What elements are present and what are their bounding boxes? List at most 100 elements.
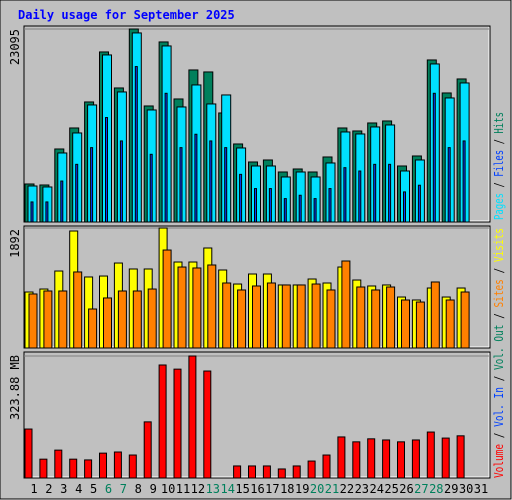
- x-tick-label: 22: [340, 482, 354, 496]
- legend: Pages / Files / Hits: [492, 112, 506, 220]
- legend-entry: Pages: [492, 193, 506, 220]
- legend-entry: Visits: [492, 228, 506, 262]
- bar: [248, 465, 256, 479]
- bar: [39, 458, 48, 479]
- bar: [207, 264, 217, 349]
- bar: [411, 439, 420, 479]
- y-tick-label: 1892: [8, 229, 22, 258]
- bar: [69, 458, 78, 479]
- bar: [105, 117, 108, 223]
- legend-entry: Volume: [492, 444, 506, 478]
- x-tick-label: 5: [90, 482, 97, 496]
- bar: [75, 163, 79, 223]
- bar: [447, 147, 451, 223]
- legend-separator: /: [492, 370, 506, 387]
- legend-separator: /: [492, 308, 506, 325]
- bar: [337, 436, 346, 479]
- bar: [252, 285, 261, 349]
- x-tick-label: 2: [45, 482, 52, 496]
- x-tick-label: 31: [474, 482, 488, 496]
- x-tick-label: 12: [191, 482, 205, 496]
- bar: [239, 173, 243, 223]
- bar: [386, 286, 396, 349]
- x-tick-label: 21: [325, 482, 339, 496]
- bar: [322, 454, 331, 479]
- bar: [158, 364, 167, 479]
- x-tick-label: 16: [250, 482, 264, 496]
- x-tick-label: 8: [135, 482, 142, 496]
- bar: [298, 194, 302, 223]
- bar: [28, 293, 38, 349]
- bar: [311, 283, 321, 349]
- bar: [283, 198, 287, 223]
- bar: [103, 297, 112, 349]
- legend-separator: /: [492, 262, 506, 279]
- bar: [403, 191, 406, 223]
- bar: [445, 299, 455, 349]
- bar: [134, 66, 138, 223]
- x-tick-label: 25: [384, 482, 398, 496]
- bar: [373, 163, 377, 223]
- bar: [24, 428, 33, 479]
- bar: [188, 355, 197, 479]
- bar: [60, 180, 64, 223]
- bar: [84, 459, 93, 479]
- x-tick-label: 3: [60, 482, 67, 496]
- bar: [143, 421, 152, 479]
- x-tick-label: 26: [399, 482, 413, 496]
- bar: [237, 289, 247, 349]
- x-tick-label: 20: [310, 482, 324, 496]
- x-tick-label: 28: [429, 482, 443, 496]
- bar: [456, 435, 465, 479]
- bar: [73, 271, 83, 349]
- bar: [262, 465, 271, 479]
- bar: [358, 170, 362, 223]
- bar: [460, 291, 470, 349]
- bar: [149, 153, 153, 223]
- bar: [128, 454, 137, 479]
- x-tick-label: 4: [75, 482, 82, 496]
- x-tick-label: 9: [150, 482, 157, 496]
- bar: [173, 368, 182, 479]
- x-tick-label: 15: [235, 482, 249, 496]
- x-tick-label: 6: [105, 482, 112, 496]
- x-tick-label: 27: [414, 482, 428, 496]
- bar: [58, 290, 68, 349]
- x-tick-label: 30: [459, 482, 473, 496]
- legend-entry: Sites: [492, 279, 506, 307]
- legend-separator: /: [492, 427, 506, 444]
- bar: [367, 438, 376, 479]
- bar: [426, 431, 435, 479]
- bar: [432, 92, 436, 223]
- bar: [99, 452, 107, 479]
- legend-entry: Vol. Out: [492, 325, 506, 370]
- bar: [352, 441, 361, 479]
- bar: [233, 465, 242, 479]
- bar: [113, 451, 122, 479]
- x-tick-label: 24: [369, 482, 383, 496]
- bar: [45, 201, 49, 223]
- bar: [43, 290, 53, 349]
- bar: [292, 465, 301, 479]
- bar: [382, 439, 391, 479]
- bar: [397, 441, 405, 479]
- x-tick-label: 29: [444, 482, 458, 496]
- bar: [401, 299, 410, 349]
- bar: [147, 288, 157, 349]
- legend: Volume / Vol. In / Vol. Out / Sites / Vi…: [492, 228, 506, 478]
- bar: [371, 289, 381, 349]
- legend-separator: /: [492, 134, 506, 150]
- bar: [281, 284, 291, 349]
- bar: [162, 249, 172, 349]
- bar: [417, 184, 421, 223]
- legend-separator: /: [492, 177, 506, 193]
- bar: [254, 188, 257, 223]
- bar: [326, 289, 336, 349]
- x-tick-label: 11: [176, 482, 190, 496]
- x-tick-label: 23: [355, 482, 369, 496]
- bar: [30, 201, 34, 223]
- bar: [307, 460, 316, 479]
- bar: [388, 163, 392, 223]
- y-tick-label: 23095: [8, 29, 22, 65]
